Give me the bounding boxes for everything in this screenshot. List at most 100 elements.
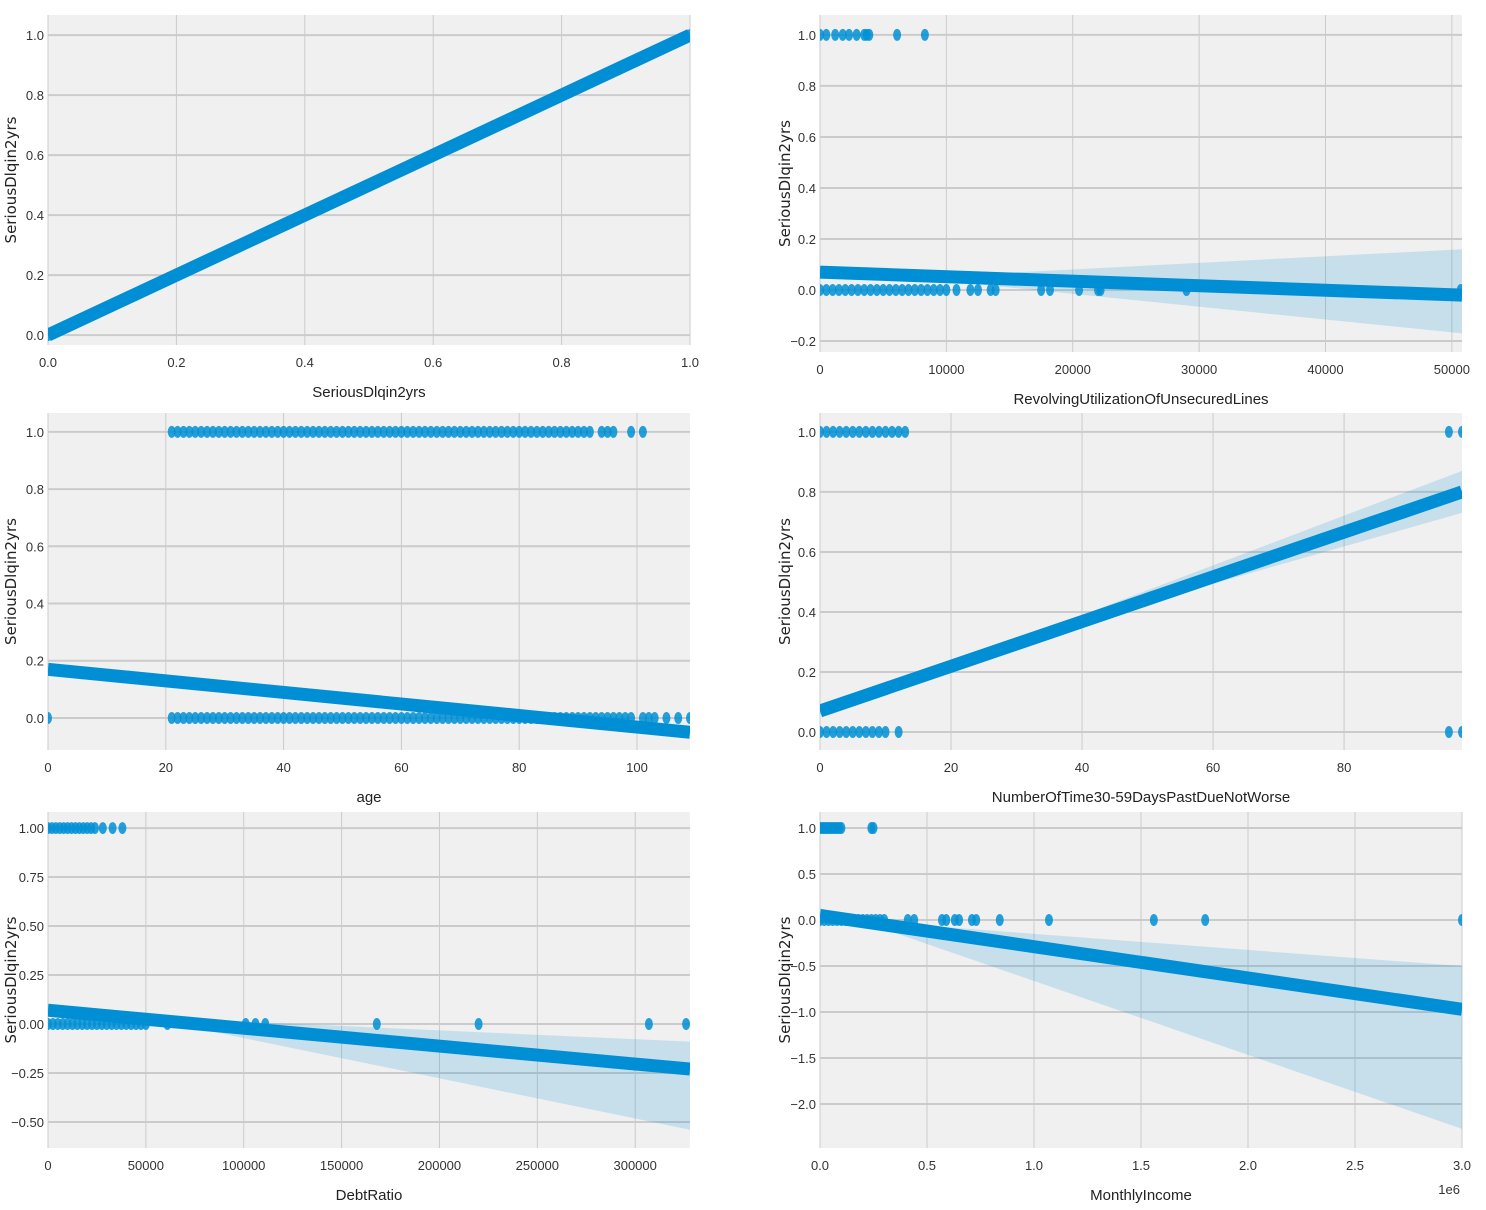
data-point <box>297 711 306 724</box>
y-axis-label: SeriousDlqin2yrs <box>2 116 20 243</box>
y-axis-label: SeriousDlqin2yrs <box>776 518 794 645</box>
data-point <box>855 425 864 438</box>
data-point <box>203 425 212 438</box>
data-point <box>837 822 846 835</box>
data-point <box>220 711 229 724</box>
data-point <box>167 711 176 724</box>
data-point <box>415 425 424 438</box>
data-point <box>838 28 847 41</box>
data-point <box>917 284 926 297</box>
data-point <box>261 425 270 438</box>
x-axis-label: SeriousDlqin2yrs <box>312 384 425 401</box>
data-point <box>326 711 335 724</box>
data-point <box>450 425 459 438</box>
data-point <box>232 711 241 724</box>
y-tick-label: 0.2 <box>798 665 816 680</box>
data-point <box>332 711 341 724</box>
data-point <box>226 711 235 724</box>
data-point <box>955 914 964 927</box>
data-point <box>841 284 850 297</box>
x-tick-label: 100000 <box>222 1158 265 1173</box>
data-point <box>397 425 406 438</box>
data-point <box>291 711 300 724</box>
x-tick-label: 60 <box>1206 760 1220 775</box>
data-point <box>936 284 945 297</box>
data-point <box>167 425 176 438</box>
data-point <box>920 28 929 41</box>
x-tick-label: 10000 <box>928 362 964 377</box>
y-tick-label: 1.0 <box>798 425 816 440</box>
data-point <box>379 425 388 438</box>
y-tick-label: 0.2 <box>26 654 44 669</box>
x-tick-label: 100 <box>626 760 648 775</box>
x-tick-label: 30000 <box>1181 362 1217 377</box>
data-point <box>831 28 840 41</box>
data-point <box>829 725 838 738</box>
data-point <box>991 284 1000 297</box>
data-point <box>426 711 435 724</box>
data-point <box>362 711 371 724</box>
data-point <box>197 711 206 724</box>
data-point <box>379 711 388 724</box>
data-point <box>285 711 294 724</box>
x-tick-label: 300000 <box>613 1158 656 1173</box>
y-tick-label: −0.2 <box>790 334 816 349</box>
data-point <box>835 425 844 438</box>
data-point <box>995 914 1004 927</box>
data-point <box>860 284 869 297</box>
x-tick-label: 0 <box>816 760 823 775</box>
data-point <box>497 425 506 438</box>
x-offset-label: 1e6 <box>1438 1182 1460 1197</box>
y-tick-label: 0.6 <box>798 130 816 145</box>
data-point <box>179 711 188 724</box>
data-point <box>426 425 435 438</box>
data-point <box>853 284 862 297</box>
data-point <box>662 711 671 724</box>
data-point <box>515 425 524 438</box>
y-tick-label: 0.50 <box>19 919 44 934</box>
subplot-bottom-right: 0.0 0.5 1.0 1.5 2.0 2.5 3.0 −2.0 −1.5 −1.0 −0.5 0.0… <box>776 812 1471 1204</box>
data-point <box>894 725 903 738</box>
data-point <box>544 425 553 438</box>
x-axis-label: DebtRatio <box>336 1187 403 1204</box>
data-point <box>473 425 482 438</box>
subplot-middle-right: 0 20 40 60 80 0.0 0.2 0.4 0.6 0.8 1.0 NumberOfTime3… <box>776 413 1462 806</box>
y-tick-label: −0.25 <box>11 1066 44 1081</box>
data-point <box>848 725 857 738</box>
data-point <box>185 425 194 438</box>
subplot-bottom-left: 0 50000 100000 150000 200000 250000 300000 −0.5… <box>2 812 690 1204</box>
data-point <box>256 425 265 438</box>
plot-content <box>820 822 1462 1129</box>
x-tick-label: 0.0 <box>811 1158 829 1173</box>
y-tick-label: 0.0 <box>26 711 44 726</box>
data-point <box>868 725 877 738</box>
x-tick-label: 40 <box>1075 760 1089 775</box>
data-point <box>344 425 353 438</box>
x-tick-label: 2.0 <box>1239 1158 1257 1173</box>
data-point <box>297 425 306 438</box>
data-point <box>403 711 412 724</box>
data-point <box>173 711 182 724</box>
data-point <box>1044 914 1053 927</box>
data-point <box>847 284 856 297</box>
y-tick-label: 0.6 <box>26 539 44 554</box>
data-point <box>509 425 518 438</box>
regression-line <box>48 29 690 341</box>
data-point <box>879 284 888 297</box>
data-point <box>603 425 612 438</box>
data-point <box>185 711 194 724</box>
x-tick-label: 0.8 <box>553 355 571 370</box>
subplot-middle-left: 0 20 40 60 80 100 0.0 0.2 0.4 0.6 0.8 1.0 age Serious… <box>2 413 690 806</box>
x-tick-label: 0.0 <box>39 355 57 370</box>
data-point <box>372 1017 381 1030</box>
data-point <box>972 914 981 927</box>
data-point <box>923 284 932 297</box>
confidence-band <box>48 1004 690 1130</box>
data-point <box>320 425 329 438</box>
data-point <box>866 284 875 297</box>
data-point <box>872 284 881 297</box>
regression-line <box>48 662 690 739</box>
data-point <box>267 711 276 724</box>
plot-content <box>820 28 1462 334</box>
data-point <box>456 425 465 438</box>
